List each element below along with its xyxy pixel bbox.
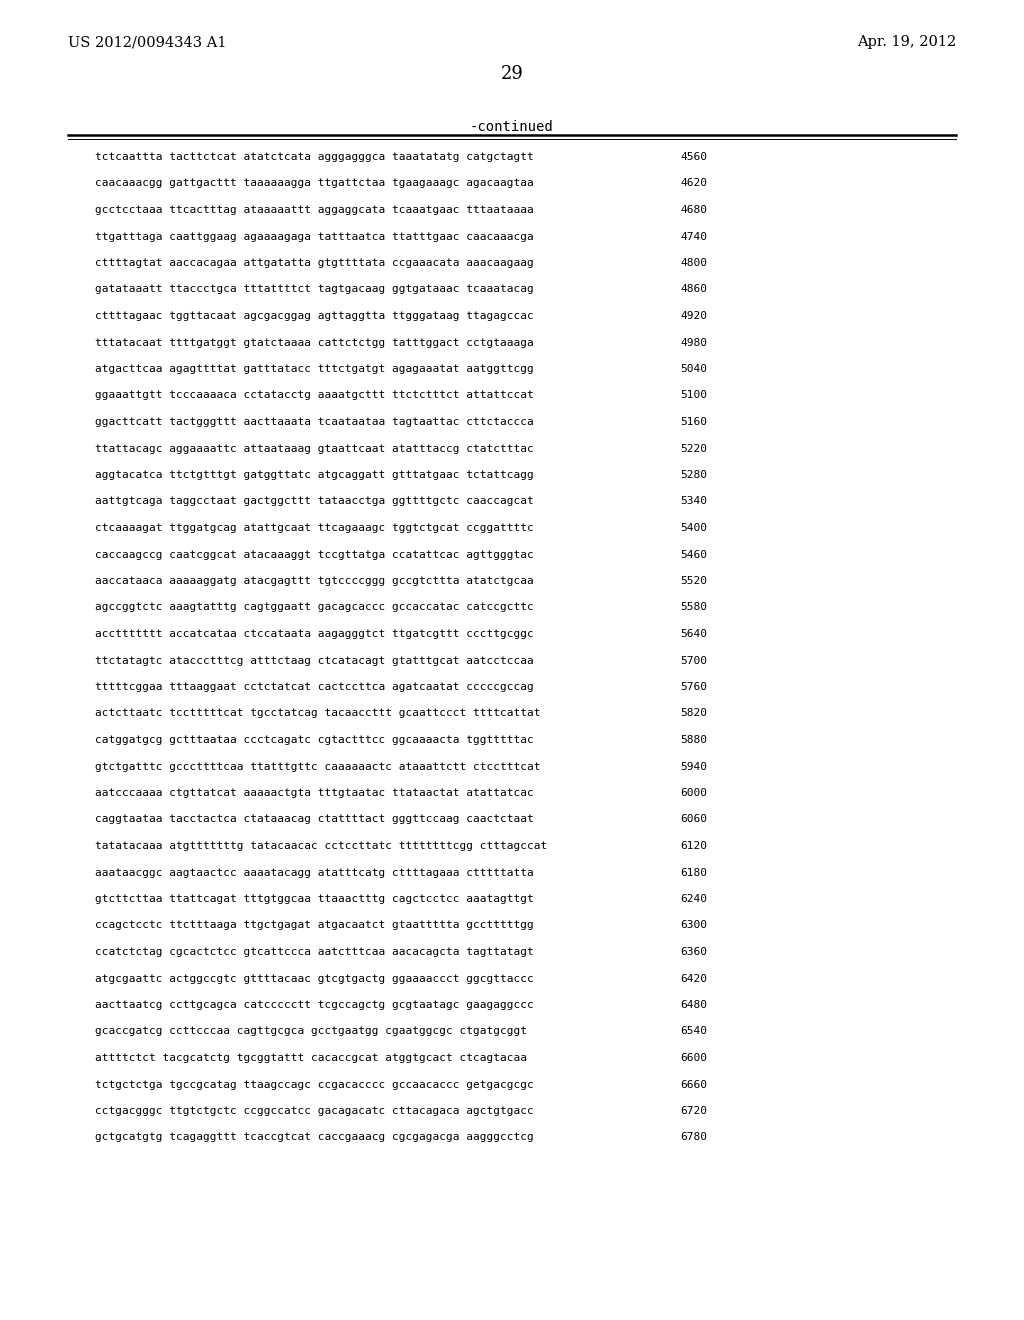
Text: 5220: 5220 [680, 444, 707, 454]
Text: 6600: 6600 [680, 1053, 707, 1063]
Text: 6240: 6240 [680, 894, 707, 904]
Text: tctgctctga tgccgcatag ttaagccagc ccgacacccc gccaacaccc getgacgcgc: tctgctctga tgccgcatag ttaagccagc ccgacac… [95, 1080, 534, 1089]
Text: gtcttcttaa ttattcagat tttgtggcaa ttaaactttg cagctcctcc aaatagttgt: gtcttcttaa ttattcagat tttgtggcaa ttaaact… [95, 894, 534, 904]
Text: cttttagaac tggttacaat agcgacggag agttaggtta ttgggataag ttagagccac: cttttagaac tggttacaat agcgacggag agttagg… [95, 312, 534, 321]
Text: 5520: 5520 [680, 576, 707, 586]
Text: 5280: 5280 [680, 470, 707, 480]
Text: gctgcatgtg tcagaggttt tcaccgtcat caccgaaacg cgcgagacga aagggcctcg: gctgcatgtg tcagaggttt tcaccgtcat caccgaa… [95, 1133, 534, 1143]
Text: 6180: 6180 [680, 867, 707, 878]
Text: attttctct tacgcatctg tgcggtattt cacaccgcat atggtgcact ctcagtacaa: attttctct tacgcatctg tgcggtattt cacaccgc… [95, 1053, 527, 1063]
Text: 5460: 5460 [680, 549, 707, 560]
Text: 5340: 5340 [680, 496, 707, 507]
Text: 6540: 6540 [680, 1027, 707, 1036]
Text: ttgatttaga caattggaag agaaaagaga tatttaatca ttatttgaac caacaaacga: ttgatttaga caattggaag agaaaagaga tatttaa… [95, 231, 534, 242]
Text: 5160: 5160 [680, 417, 707, 426]
Text: tttatacaat ttttgatggt gtatctaaaa cattctctgg tatttggact cctgtaaaga: tttatacaat ttttgatggt gtatctaaaa cattctc… [95, 338, 534, 347]
Text: aggtacatca ttctgtttgt gatggttatc atgcaggatt gtttatgaac tctattcagg: aggtacatca ttctgtttgt gatggttatc atgcagg… [95, 470, 534, 480]
Text: 5760: 5760 [680, 682, 707, 692]
Text: 6000: 6000 [680, 788, 707, 799]
Text: tttttcggaa tttaaggaat cctctatcat cactccttca agatcaatat cccccgccag: tttttcggaa tttaaggaat cctctatcat cactcct… [95, 682, 534, 692]
Text: gcctcctaaa ttcactttag ataaaaattt aggaggcata tcaaatgaac tttaataaaa: gcctcctaaa ttcactttag ataaaaattt aggaggc… [95, 205, 534, 215]
Text: 5880: 5880 [680, 735, 707, 744]
Text: 6300: 6300 [680, 920, 707, 931]
Text: atgacttcaa agagttttat gatttatacc tttctgatgt agagaaatat aatggttcgg: atgacttcaa agagttttat gatttatacc tttctga… [95, 364, 534, 374]
Text: ctcaaaagat ttggatgcag atattgcaat ttcagaaagc tggtctgcat ccggattttc: ctcaaaagat ttggatgcag atattgcaat ttcagaa… [95, 523, 534, 533]
Text: 5820: 5820 [680, 709, 707, 718]
Text: catggatgcg gctttaataa ccctcagatc cgtactttcc ggcaaaacta tggtttttac: catggatgcg gctttaataa ccctcagatc cgtactt… [95, 735, 534, 744]
Text: 6720: 6720 [680, 1106, 707, 1115]
Text: gatataaatt ttaccctgca tttattttct tagtgacaag ggtgataaac tcaaatacag: gatataaatt ttaccctgca tttattttct tagtgac… [95, 285, 534, 294]
Text: tctcaattta tacttctcat atatctcata agggagggca taaatatatg catgctagtt: tctcaattta tacttctcat atatctcata agggagg… [95, 152, 534, 162]
Text: 4740: 4740 [680, 231, 707, 242]
Text: 6660: 6660 [680, 1080, 707, 1089]
Text: gcaccgatcg ccttcccaa cagttgcgca gcctgaatgg cgaatggcgc ctgatgcggt: gcaccgatcg ccttcccaa cagttgcgca gcctgaat… [95, 1027, 527, 1036]
Text: 6120: 6120 [680, 841, 707, 851]
Text: 6480: 6480 [680, 1001, 707, 1010]
Text: aattgtcaga taggcctaat gactggcttt tataacctga ggttttgctc caaccagcat: aattgtcaga taggcctaat gactggcttt tataacc… [95, 496, 534, 507]
Text: US 2012/0094343 A1: US 2012/0094343 A1 [68, 36, 226, 49]
Text: 5640: 5640 [680, 630, 707, 639]
Text: tatatacaaa atgtttttttg tatacaacac cctccttatc ttttttttcgg ctttagccat: tatatacaaa atgtttttttg tatacaacac cctcct… [95, 841, 547, 851]
Text: gtctgatttc gcccttttcaa ttatttgttc caaaaaactc ataaattctt ctcctttcat: gtctgatttc gcccttttcaa ttatttgttc caaaaa… [95, 762, 541, 771]
Text: 5100: 5100 [680, 391, 707, 400]
Text: 4620: 4620 [680, 178, 707, 189]
Text: 5580: 5580 [680, 602, 707, 612]
Text: 4920: 4920 [680, 312, 707, 321]
Text: ttattacagc aggaaaattc attaataaag gtaattcaat atatttaccg ctatctttac: ttattacagc aggaaaattc attaataaag gtaattc… [95, 444, 534, 454]
Text: aatcccaaaa ctgttatcat aaaaactgta tttgtaatac ttataactat atattatcac: aatcccaaaa ctgttatcat aaaaactgta tttgtaa… [95, 788, 534, 799]
Text: actcttaatc tcctttttcat tgcctatcag tacaaccttt gcaattccct ttttcattat: actcttaatc tcctttttcat tgcctatcag tacaac… [95, 709, 541, 718]
Text: accttttttt accatcataa ctccataata aagagggtct ttgatcgttt cccttgcggc: accttttttt accatcataa ctccataata aagaggg… [95, 630, 534, 639]
Text: aaataacggc aagtaactcc aaaatacagg atatttcatg cttttagaaa ctttttatta: aaataacggc aagtaactcc aaaatacagg atatttc… [95, 867, 534, 878]
Text: 4680: 4680 [680, 205, 707, 215]
Text: ggacttcatt tactgggttt aacttaaata tcaataataa tagtaattac cttctaccca: ggacttcatt tactgggttt aacttaaata tcaataa… [95, 417, 534, 426]
Text: 4980: 4980 [680, 338, 707, 347]
Text: 4800: 4800 [680, 257, 707, 268]
Text: 6060: 6060 [680, 814, 707, 825]
Text: 5940: 5940 [680, 762, 707, 771]
Text: 6780: 6780 [680, 1133, 707, 1143]
Text: 4860: 4860 [680, 285, 707, 294]
Text: caggtaataa tacctactca ctataaacag ctattttact gggttccaag caactctaat: caggtaataa tacctactca ctataaacag ctatttt… [95, 814, 534, 825]
Text: ggaaattgtt tcccaaaaca cctatacctg aaaatgcttt ttctctttct attattccat: ggaaattgtt tcccaaaaca cctatacctg aaaatgc… [95, 391, 534, 400]
Text: ccagctcctc ttctttaaga ttgctgagat atgacaatct gtaattttta gcctttttgg: ccagctcctc ttctttaaga ttgctgagat atgacaa… [95, 920, 534, 931]
Text: 29: 29 [501, 65, 523, 83]
Text: 6360: 6360 [680, 946, 707, 957]
Text: agccggtctc aaagtatttg cagtggaatt gacagcaccc gccaccatac catccgcttc: agccggtctc aaagtatttg cagtggaatt gacagca… [95, 602, 534, 612]
Text: atgcgaattc actggccgtc gttttacaac gtcgtgactg ggaaaaccct ggcgttaccc: atgcgaattc actggccgtc gttttacaac gtcgtga… [95, 974, 534, 983]
Text: 5700: 5700 [680, 656, 707, 665]
Text: ttctatagtc ataccctttcg atttctaag ctcatacagt gtatttgcat aatcctccaa: ttctatagtc ataccctttcg atttctaag ctcatac… [95, 656, 534, 665]
Text: cctgacgggc ttgtctgctc ccggccatcc gacagacatc cttacagaca agctgtgacc: cctgacgggc ttgtctgctc ccggccatcc gacagac… [95, 1106, 534, 1115]
Text: cttttagtat aaccacagaa attgatatta gtgttttata ccgaaacata aaacaagaag: cttttagtat aaccacagaa attgatatta gtgtttt… [95, 257, 534, 268]
Text: caacaaacgg gattgacttt taaaaaagga ttgattctaa tgaagaaagc agacaagtaa: caacaaacgg gattgacttt taaaaaagga ttgattc… [95, 178, 534, 189]
Text: 5400: 5400 [680, 523, 707, 533]
Text: aacttaatcg ccttgcagca catccccctt tcgccagctg gcgtaatagc gaagaggccc: aacttaatcg ccttgcagca catccccctt tcgccag… [95, 1001, 534, 1010]
Text: caccaagccg caatcggcat atacaaaggt tccgttatga ccatattcac agttgggtac: caccaagccg caatcggcat atacaaaggt tccgtta… [95, 549, 534, 560]
Text: Apr. 19, 2012: Apr. 19, 2012 [857, 36, 956, 49]
Text: 4560: 4560 [680, 152, 707, 162]
Text: 5040: 5040 [680, 364, 707, 374]
Text: -continued: -continued [470, 120, 554, 135]
Text: ccatctctag cgcactctcc gtcattccca aatctttcaa aacacagcta tagttatagt: ccatctctag cgcactctcc gtcattccca aatcttt… [95, 946, 534, 957]
Text: aaccataaca aaaaaggatg atacgagttt tgtccccggg gccgtcttta atatctgcaa: aaccataaca aaaaaggatg atacgagttt tgtcccc… [95, 576, 534, 586]
Text: 6420: 6420 [680, 974, 707, 983]
